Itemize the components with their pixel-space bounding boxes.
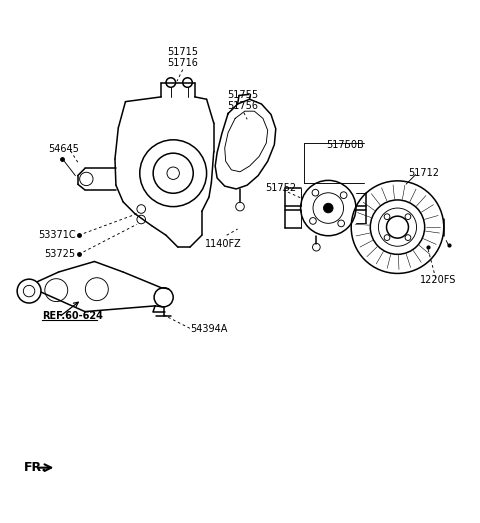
Text: REF.60-624: REF.60-624 [42, 311, 103, 321]
Text: 54394A: 54394A [190, 324, 227, 334]
Text: 51712: 51712 [408, 168, 439, 178]
Text: 1140FZ: 1140FZ [205, 238, 241, 248]
Circle shape [324, 203, 333, 213]
Text: 51750B: 51750B [326, 140, 364, 150]
Text: 51755
51756: 51755 51756 [227, 89, 258, 111]
Text: 53371C: 53371C [38, 230, 75, 240]
Text: 51715
51716: 51715 51716 [167, 47, 198, 68]
Text: 1220FS: 1220FS [420, 275, 456, 285]
Text: 54645: 54645 [48, 144, 79, 154]
Text: 51752: 51752 [265, 183, 296, 192]
Text: 53725: 53725 [44, 249, 75, 259]
Text: FR.: FR. [24, 461, 48, 474]
